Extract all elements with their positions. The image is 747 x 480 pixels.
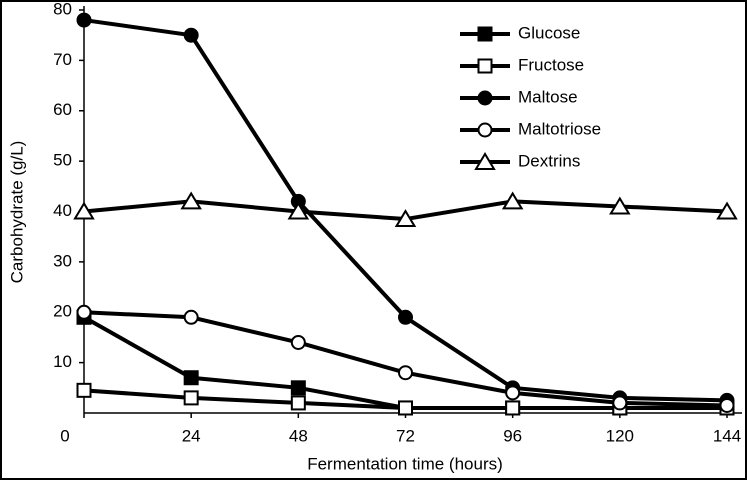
marker [180, 191, 202, 210]
y-axis-label: Carbohydrate (g/L) [7, 141, 26, 284]
y-tick-label: 40 [53, 201, 72, 220]
legend-label: Fructose [518, 55, 584, 74]
marker [398, 365, 413, 381]
marker [477, 26, 493, 42]
marker [290, 380, 306, 396]
marker [477, 122, 493, 138]
legend-label: Maltose [518, 87, 578, 106]
marker [290, 395, 306, 411]
y-tick-label: 70 [53, 50, 72, 69]
marker [609, 196, 631, 215]
marker [394, 209, 417, 228]
legend-label: Maltotriose [518, 119, 601, 138]
marker [474, 152, 496, 170]
y-tick-label: 80 [53, 0, 72, 18]
x-tick-label: 120 [606, 426, 634, 445]
marker [76, 12, 92, 28]
marker [73, 201, 95, 220]
marker [477, 90, 493, 106]
marker [501, 191, 524, 210]
marker [183, 309, 199, 325]
legend-label: Glucose [518, 23, 580, 42]
marker [76, 304, 92, 320]
marker [612, 395, 628, 411]
y-tick-label: 60 [53, 100, 72, 119]
marker [477, 58, 493, 74]
x-tick-label: 48 [289, 426, 308, 445]
x-axis-label: Fermentation time (hours) [307, 454, 503, 473]
marker [716, 201, 738, 220]
x-tick-label: 96 [503, 426, 522, 445]
marker [76, 382, 92, 398]
y-tick-label: 30 [53, 251, 72, 270]
marker [183, 27, 199, 43]
y-tick-label: 20 [53, 302, 72, 321]
marker [505, 400, 521, 416]
x-tick-label: 24 [182, 426, 201, 445]
marker [719, 397, 735, 413]
marker [290, 334, 306, 350]
legend-label: Dextrins [518, 151, 580, 170]
x-tick-label: 0 [60, 426, 69, 445]
y-tick-label: 10 [53, 352, 72, 371]
y-tick-label: 50 [53, 151, 72, 170]
marker [183, 390, 199, 406]
x-tick-label: 72 [396, 426, 415, 445]
marker [398, 309, 413, 325]
marker [398, 400, 413, 416]
marker [505, 385, 521, 401]
marker [287, 201, 310, 220]
x-tick-label: 144 [713, 426, 741, 445]
marker [183, 370, 199, 386]
